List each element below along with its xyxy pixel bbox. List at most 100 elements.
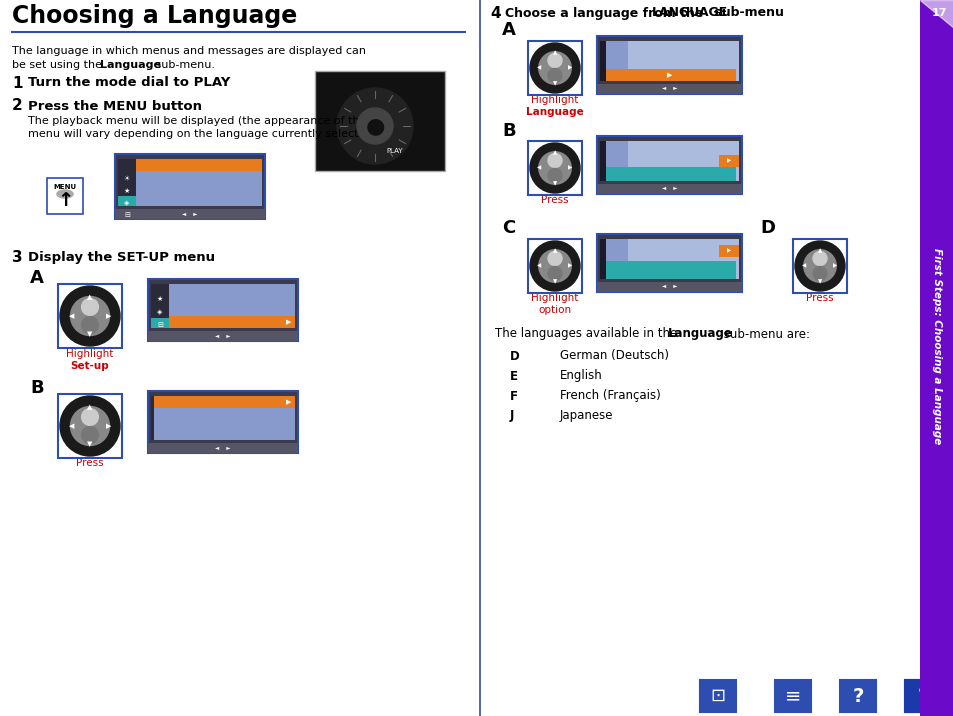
Circle shape — [82, 299, 98, 316]
Circle shape — [82, 409, 98, 425]
Text: 2: 2 — [12, 99, 23, 114]
Text: PLAY: PLAY — [386, 148, 403, 154]
Bar — [602, 141, 735, 181]
Text: Japanese: Japanese — [559, 410, 613, 422]
Text: ★: ★ — [156, 296, 163, 302]
Circle shape — [530, 43, 579, 93]
Text: ▶: ▶ — [833, 263, 837, 268]
Ellipse shape — [57, 190, 73, 198]
Bar — [151, 284, 169, 328]
Bar — [314, 71, 444, 171]
Bar — [719, 245, 739, 257]
Text: ▶: ▶ — [666, 72, 672, 78]
Bar — [597, 36, 741, 94]
Text: First Steps: Choosing a Language: First Steps: Choosing a Language — [931, 248, 941, 444]
Text: B: B — [501, 122, 515, 140]
Bar — [602, 69, 735, 81]
Circle shape — [538, 250, 571, 282]
Text: ▼: ▼ — [553, 279, 557, 284]
Text: ★: ★ — [124, 188, 130, 194]
Text: Choosing a Language: Choosing a Language — [12, 4, 297, 28]
Text: ▲: ▲ — [817, 248, 821, 253]
Circle shape — [336, 88, 413, 164]
Text: ☀: ☀ — [124, 176, 130, 182]
Text: Highlight: Highlight — [67, 349, 113, 359]
Text: ◄    ►: ◄ ► — [661, 284, 677, 289]
Bar — [136, 159, 262, 171]
Text: ▼: ▼ — [88, 332, 92, 338]
Circle shape — [812, 266, 826, 281]
Bar — [169, 316, 294, 328]
Text: ▶: ▶ — [568, 165, 572, 170]
Text: ▶: ▶ — [106, 423, 112, 429]
Text: ▲: ▲ — [553, 50, 557, 55]
Bar — [597, 136, 741, 194]
Bar — [115, 154, 265, 219]
Bar — [148, 443, 297, 453]
Text: Choose a language from the: Choose a language from the — [504, 6, 707, 19]
Text: ◀: ◀ — [537, 65, 541, 70]
Bar — [700, 680, 735, 712]
Circle shape — [538, 152, 571, 184]
Text: ◀: ◀ — [69, 423, 74, 429]
Circle shape — [803, 250, 836, 282]
Text: ◈: ◈ — [157, 309, 163, 315]
Text: ▶: ▶ — [568, 65, 572, 70]
Text: ↑: ↑ — [57, 190, 73, 210]
Text: ⊞: ⊞ — [124, 224, 130, 230]
Text: ▲: ▲ — [553, 150, 557, 155]
Text: ▶: ▶ — [568, 263, 572, 268]
Text: ≡: ≡ — [784, 687, 801, 705]
Text: be set using the: be set using the — [12, 60, 106, 70]
Text: A: A — [30, 269, 44, 287]
Circle shape — [356, 108, 393, 144]
Text: French (Français): French (Français) — [559, 390, 660, 402]
Text: ◄    ►: ◄ ► — [182, 211, 197, 216]
Bar — [136, 159, 262, 206]
Bar — [602, 261, 735, 279]
Bar — [919, 0, 953, 716]
Circle shape — [530, 143, 579, 193]
Text: ▼: ▼ — [88, 442, 92, 448]
Text: sub-menu.: sub-menu. — [152, 60, 214, 70]
Circle shape — [547, 54, 561, 67]
Bar — [597, 184, 741, 194]
Text: Highlight: Highlight — [531, 95, 578, 105]
Text: B: B — [30, 379, 44, 397]
Text: D: D — [760, 219, 774, 237]
Text: ▶: ▶ — [726, 158, 730, 163]
Bar — [169, 284, 294, 328]
Text: ◀: ◀ — [801, 263, 806, 268]
Bar — [602, 167, 735, 181]
Circle shape — [547, 153, 561, 168]
Circle shape — [82, 316, 98, 334]
Text: ◄    ►: ◄ ► — [661, 186, 677, 191]
Bar — [148, 279, 297, 341]
Text: F: F — [510, 390, 517, 402]
Bar — [627, 239, 739, 279]
Text: ●: ● — [365, 116, 384, 136]
Circle shape — [812, 251, 826, 266]
Text: A: A — [501, 21, 516, 39]
Text: ▶: ▶ — [286, 319, 292, 325]
Bar — [153, 396, 294, 408]
Circle shape — [530, 241, 579, 291]
Text: Highlight: Highlight — [531, 293, 578, 303]
Text: ◀: ◀ — [537, 263, 541, 268]
Bar — [602, 239, 735, 279]
Text: English: English — [559, 369, 602, 382]
Text: D: D — [510, 349, 519, 362]
Circle shape — [71, 407, 110, 445]
Bar — [148, 391, 297, 453]
Bar — [597, 282, 741, 292]
Text: ⊡: ⊡ — [710, 687, 725, 705]
Text: 17: 17 — [930, 8, 945, 18]
Text: ◈: ◈ — [124, 200, 130, 206]
Text: ◀: ◀ — [537, 165, 541, 170]
Text: Press: Press — [805, 293, 833, 303]
Circle shape — [60, 286, 120, 346]
Bar — [153, 396, 294, 440]
Text: ⊟: ⊟ — [157, 322, 163, 328]
Circle shape — [538, 52, 571, 84]
Bar — [627, 141, 739, 181]
